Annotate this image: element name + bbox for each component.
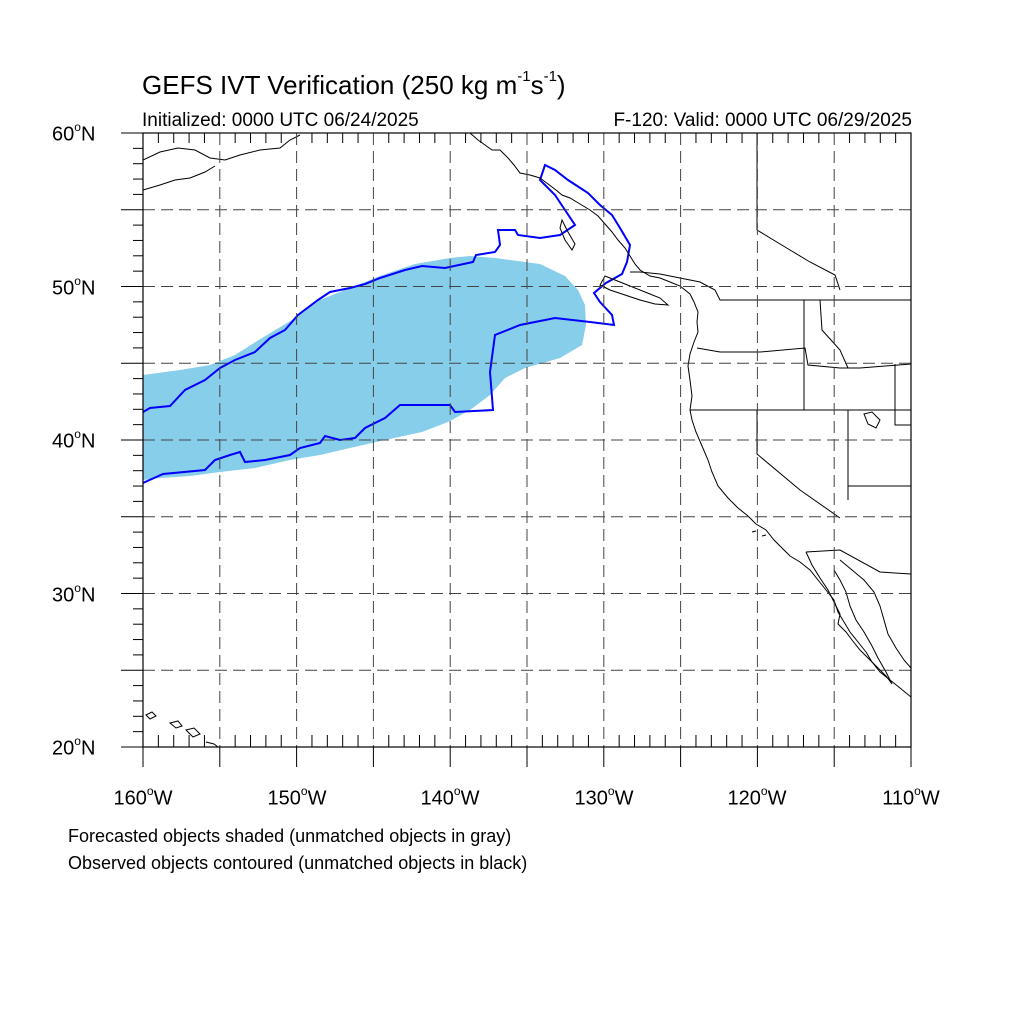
coastlines	[143, 133, 911, 747]
lat-label-40: 40oN	[52, 427, 96, 453]
lon-label-140w: 140oW	[420, 784, 480, 810]
map-title: GEFS IVT Verification (250 kg m-1s-1)	[142, 68, 566, 100]
lon-label-160w: 160oW	[113, 784, 173, 810]
lat-label-60: 60oN	[52, 120, 96, 146]
lat-label-30: 30oN	[52, 581, 96, 607]
forecast-legend-note: Forecasted objects shaded (unmatched obj…	[68, 826, 512, 846]
axis-ticks	[121, 132, 912, 767]
lon-label-130w: 130oW	[574, 784, 634, 810]
initialized-time: Initialized: 0000 UTC 06/24/2025	[142, 110, 419, 131]
lon-label-150w: 150oW	[267, 784, 327, 810]
observed-legend-note: Observed objects contoured (unmatched ob…	[68, 853, 528, 873]
lat-label-20: 20oN	[52, 734, 96, 760]
state-boundaries	[630, 133, 911, 575]
lon-label-110w: 110oW	[882, 784, 940, 810]
valid-time: F-120: Valid: 0000 UTC 06/29/2025	[613, 110, 912, 131]
gridlines	[143, 133, 911, 747]
forecast-object	[143, 256, 586, 480]
lat-label-50: 50oN	[52, 274, 96, 300]
lon-label-120w: 120oW	[727, 784, 787, 810]
observed-object-contour	[143, 163, 632, 484]
